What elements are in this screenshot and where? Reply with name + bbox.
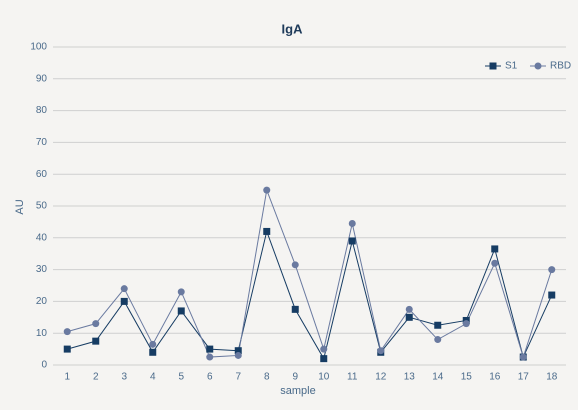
y-tick-label: 10: [36, 328, 48, 339]
data-point: [263, 227, 271, 235]
y-tick-label: 0: [41, 360, 47, 371]
x-tick-label: 2: [93, 372, 99, 383]
data-point: [434, 321, 442, 329]
x-tick-label: 8: [264, 372, 270, 383]
legend-label: RBD: [550, 61, 571, 72]
x-tick-label: 12: [375, 372, 387, 383]
data-point: [63, 345, 71, 353]
data-point: [263, 186, 271, 194]
series-line: [67, 188, 553, 359]
data-point: [206, 345, 214, 353]
x-tick-label: 17: [518, 372, 530, 383]
data-point: [348, 219, 356, 227]
y-tick-label: 90: [36, 73, 48, 84]
x-tick-label: 14: [432, 372, 444, 383]
data-point: [92, 337, 100, 345]
data-point: [92, 320, 100, 328]
x-tick-label: 9: [292, 372, 298, 383]
x-tick-label: 10: [318, 372, 330, 383]
data-point: [519, 353, 527, 361]
data-point: [291, 305, 299, 313]
data-point: [434, 336, 442, 344]
data-point: [291, 261, 299, 269]
y-tick-label: 80: [36, 105, 48, 116]
legend-label: S1: [505, 61, 518, 72]
data-point: [234, 351, 242, 359]
x-tick-label: 1: [64, 372, 70, 383]
data-point: [234, 347, 242, 355]
y-tick-label: 60: [36, 169, 48, 180]
y-axis-label: AU: [14, 199, 26, 214]
y-tick-label: 70: [36, 137, 48, 148]
data-point: [63, 328, 71, 336]
x-tick-label: 7: [235, 372, 241, 383]
data-point: [548, 291, 556, 299]
data-point: [405, 305, 413, 313]
x-tick-label: 5: [178, 372, 184, 383]
x-tick-label: 11: [347, 372, 358, 383]
y-tick-label: 100: [30, 42, 47, 53]
data-point: [462, 320, 470, 328]
series-line: [67, 229, 553, 360]
x-tick-label: 6: [207, 372, 213, 383]
legend-marker: [489, 62, 497, 70]
data-point: [149, 348, 157, 356]
x-axis-label: sample: [280, 385, 315, 397]
data-point: [348, 237, 356, 245]
data-point: [377, 347, 385, 355]
y-tick-label: 20: [36, 296, 48, 307]
y-tick-label: 50: [36, 201, 48, 212]
x-tick-label: 13: [404, 372, 416, 383]
data-point: [320, 345, 328, 353]
y-tick-label: 40: [36, 232, 48, 243]
x-tick-label: 4: [150, 372, 156, 383]
data-point: [206, 353, 214, 361]
x-tick-label: 16: [489, 372, 501, 383]
x-tick-label: 3: [121, 372, 127, 383]
data-point: [177, 288, 185, 296]
chart-title: IgA: [282, 21, 304, 36]
x-tick-label: 18: [546, 372, 558, 383]
data-point: [120, 285, 128, 293]
legend-marker: [534, 62, 542, 70]
data-point: [320, 355, 328, 363]
data-point: [548, 266, 556, 274]
x-tick-label: 15: [461, 372, 473, 383]
data-point: [491, 245, 499, 253]
data-point: [405, 313, 413, 321]
data-point: [177, 307, 185, 315]
data-point: [120, 297, 128, 305]
y-tick-label: 30: [36, 264, 48, 275]
data-point: [149, 340, 157, 348]
data-point: [491, 259, 499, 267]
